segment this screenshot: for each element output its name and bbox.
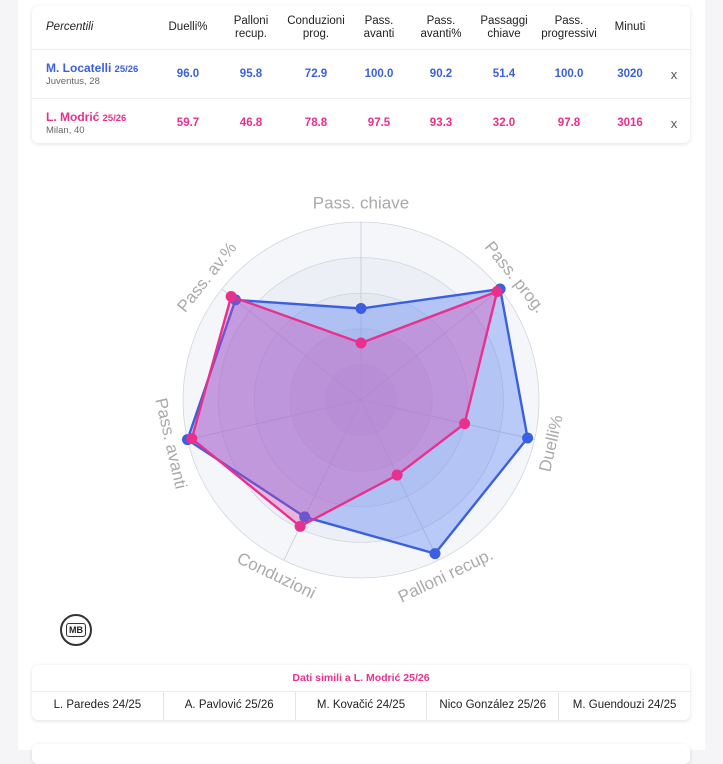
radar-spoke: [360, 399, 535, 440]
radar-point: [186, 433, 198, 445]
header-label: Duelli%: [168, 21, 208, 33]
header-minuti: Minuti: [602, 6, 658, 50]
similar-list: L. Paredes 24/25 A. Pavlović 25/26 M. Ko…: [32, 691, 690, 720]
player-name[interactable]: L. Modrić: [46, 110, 100, 124]
radar-point: [491, 285, 503, 297]
value-cell: 32.0: [472, 98, 536, 147]
similar-item[interactable]: L. Paredes 24/25: [53, 699, 142, 711]
value-cell: 96.0: [158, 49, 218, 99]
similar-item[interactable]: A. Pavlović 25/26: [162, 692, 295, 720]
header-label: Passaggi chiave: [480, 14, 528, 40]
similar-item[interactable]: M. Kovačić 24/25: [294, 692, 427, 720]
radar-series-modric: [190, 290, 499, 528]
value-cell: 59.7: [158, 98, 218, 147]
value-cell: 97.8: [536, 98, 602, 147]
header-passaggi-chiave: Passaggi chiave: [472, 6, 536, 50]
similar-players-card: Dati simili a L. Modrić 25/26 L. Paredes…: [32, 665, 690, 720]
similar-item[interactable]: Nico González 25/26: [426, 692, 558, 720]
bottom-card: [32, 744, 690, 764]
radar-spoke: [360, 399, 439, 561]
header-label: Palloni recup.: [233, 14, 269, 40]
logo-text: MB: [66, 623, 86, 637]
remove-player-button[interactable]: x: [658, 49, 690, 99]
header-pass-avanti-pct: Pass. avanti%: [410, 6, 472, 50]
radar-point: [522, 432, 534, 444]
radar-point: [299, 511, 311, 523]
radar-point: [294, 520, 306, 532]
header-percentili: Percentili: [46, 21, 94, 33]
value-cell: 51.4: [472, 49, 536, 99]
similar-title: Dati simili a L. Modrić 25/26: [292, 672, 430, 684]
header-palloni-recup: Palloni recup.: [218, 6, 284, 50]
header-pass-progressivi: Pass. progressivi: [536, 6, 602, 50]
player-season: 25/26: [102, 113, 127, 124]
table-row-modric[interactable]: L. Modrić 25/26 Milan, 40 59.7 46.8 78.8…: [32, 98, 690, 147]
value-cell: 100.0: [348, 49, 410, 99]
header-label: Minuti: [614, 21, 646, 33]
similar-item[interactable]: M. Guendouzi 24/25: [558, 692, 690, 720]
header-pass-avanti: Pass. avanti: [348, 6, 410, 50]
radar-axis-label: Pass. chiave: [313, 193, 409, 212]
header-label: Pass. progressivi: [541, 14, 597, 40]
value-cell: 78.8: [284, 98, 348, 147]
header-duelli: Duelli%: [158, 6, 218, 50]
radar-point: [355, 337, 367, 349]
value-cell: 95.8: [218, 49, 284, 99]
radar-series-locatelli: [186, 287, 529, 555]
percentile-table: Percentili Duelli% Palloni recup. Conduzi…: [32, 6, 690, 147]
player-cell[interactable]: M. Locatelli 25/26 Juventus, 28: [32, 49, 158, 99]
header-label: Pass. avanti%: [420, 14, 462, 40]
player-cell[interactable]: L. Modrić 25/26 Milan, 40: [32, 98, 158, 147]
player-team: Juventus, 28: [46, 76, 100, 87]
table-header-row: Percentili Duelli% Palloni recup. Conduzi…: [32, 6, 690, 50]
player-season: 25/26: [114, 64, 139, 75]
radar-point: [391, 469, 403, 481]
player-team: Milan, 40: [46, 125, 85, 136]
value-cell: 100.0: [536, 49, 602, 99]
header-label: Conduzioni prog.: [287, 14, 345, 40]
player-name[interactable]: M. Locatelli: [46, 61, 112, 75]
value-cell: 46.8: [218, 98, 284, 147]
radar-spoke: [187, 399, 362, 440]
value-cell: 3016: [602, 98, 658, 147]
percentile-table-card: Percentili Duelli% Palloni recup. Conduzi…: [32, 6, 690, 147]
value-cell: 72.9: [284, 49, 348, 99]
radar-axis-label: Duelli%: [535, 413, 566, 473]
radar-point: [429, 548, 441, 560]
radar-spoke: [283, 399, 362, 561]
table-row-locatelli[interactable]: M. Locatelli 25/26 Juventus, 28 96.0 95.…: [32, 49, 690, 99]
mb-logo-icon: MB: [60, 614, 92, 646]
header-conduzioni-prog: Conduzioni prog.: [284, 6, 348, 50]
radar-point: [459, 418, 471, 430]
radar-spoke: [360, 288, 501, 401]
remove-player-button[interactable]: x: [658, 98, 690, 147]
radar-point: [225, 290, 237, 302]
value-cell: 90.2: [410, 49, 472, 99]
value-cell: 93.3: [410, 98, 472, 147]
radar-point: [355, 303, 367, 315]
value-cell: 3020: [602, 49, 658, 99]
value-cell: 97.5: [348, 98, 410, 147]
radar-spoke: [221, 288, 362, 401]
header-label: Pass. avanti: [363, 14, 395, 40]
